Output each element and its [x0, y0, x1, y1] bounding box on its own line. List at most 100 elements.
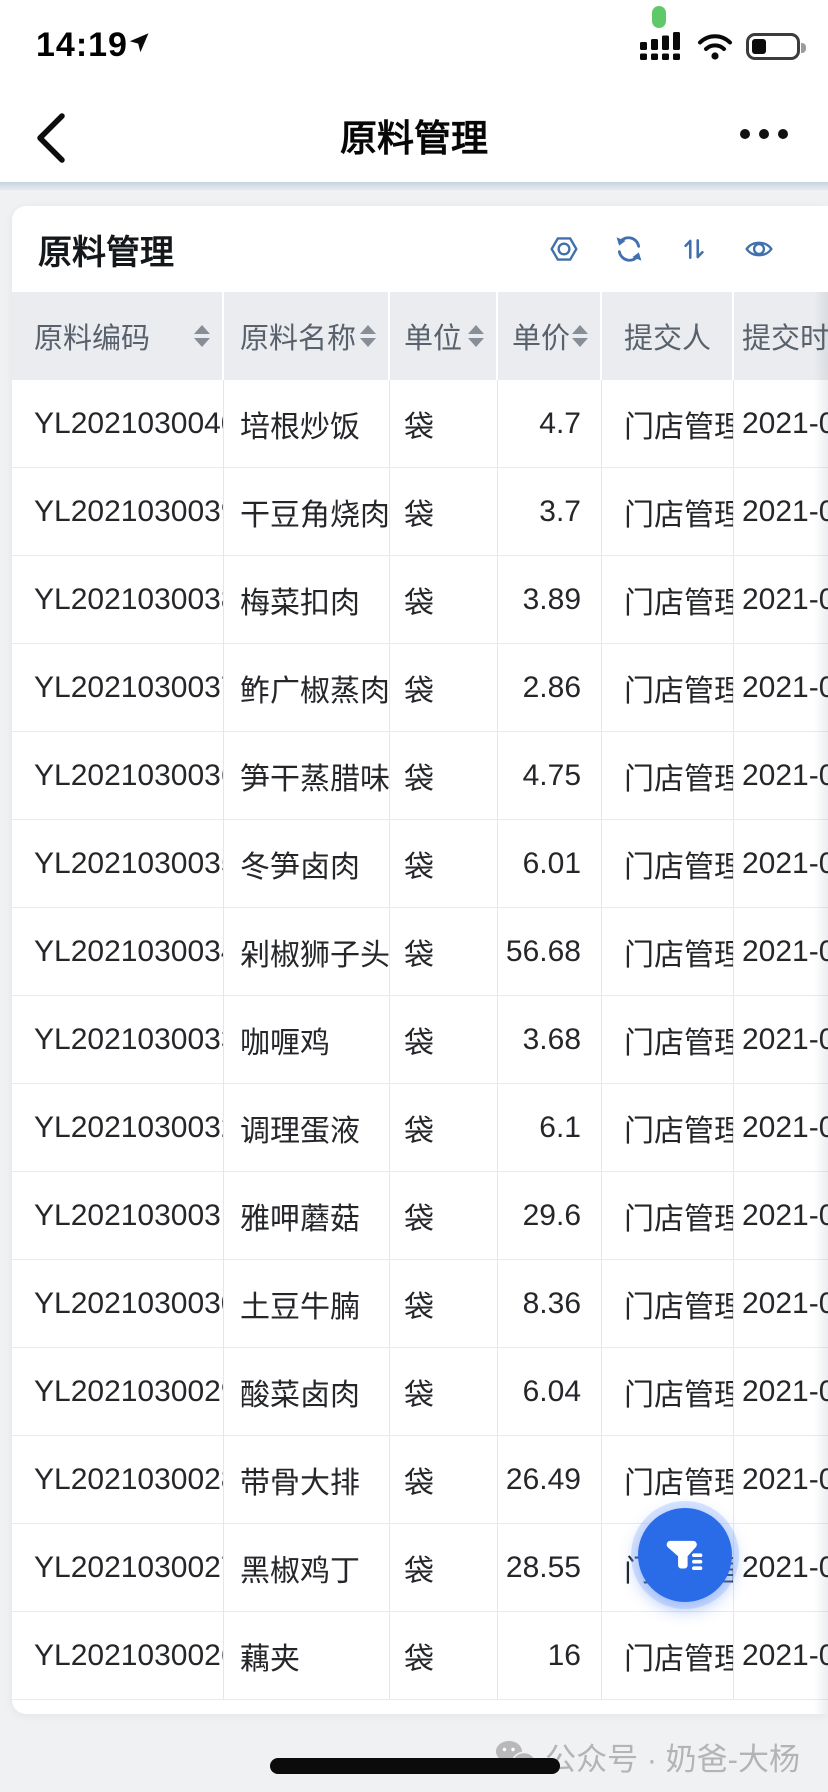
cell-unit-price: 4.7	[498, 380, 602, 467]
table-scroll-area[interactable]: 原料编码 原料名称 单位 单价 提交人 提交时间 YL2021030040	[12, 292, 828, 1714]
cell-unit-price: 3.7	[498, 468, 602, 555]
cell-unit-price: 3.68	[498, 996, 602, 1083]
column-header[interactable]: 单价	[498, 292, 602, 380]
cell-material-name: 雅呷蘑菇	[224, 1172, 390, 1259]
settings-button[interactable]	[547, 232, 581, 266]
cell-material-code: YL2021030031	[12, 1172, 224, 1259]
back-button[interactable]	[26, 106, 86, 166]
table-row[interactable]: YL2021030028 带骨大排 袋 26.49 门店管理 2021-0	[12, 1436, 828, 1524]
refresh-icon	[614, 234, 644, 264]
filter-fab-button[interactable]	[638, 1508, 732, 1602]
table-row[interactable]: YL2021030030 土豆牛腩 袋 8.36 门店管理 2021-0	[12, 1260, 828, 1348]
cell-submitter: 门店管理	[602, 380, 734, 467]
cell-submitter: 门店管理	[602, 996, 734, 1083]
cell-unit-price: 6.1	[498, 1084, 602, 1171]
cell-submitter: 门店管理	[602, 1172, 734, 1259]
cell-unit-price: 29.6	[498, 1172, 602, 1259]
material-management-card: 原料管理	[12, 206, 828, 1714]
cell-submit-time: 2021-0	[742, 1110, 828, 1144]
cell-unit: 袋	[390, 732, 498, 819]
table-row[interactable]: YL2021030039 干豆角烧肉 袋 3.7 门店管理 2021-0	[12, 468, 828, 556]
column-header[interactable]: 单位	[390, 292, 498, 380]
column-header[interactable]: 原料名称	[224, 292, 390, 380]
back-chevron-icon	[32, 112, 80, 164]
materials-table: 原料编码 原料名称 单位 单价 提交人 提交时间 YL2021030040	[12, 292, 828, 1700]
cell-material-code: YL2021030037	[12, 644, 224, 731]
visibility-button[interactable]	[742, 232, 776, 266]
cell-submit-time: 2021-0	[742, 846, 828, 880]
cell-material-code: YL2021030033	[12, 996, 224, 1083]
more-button[interactable]	[734, 112, 794, 156]
table-row[interactable]: YL2021030034 剁椒狮子头 袋 56.68 门店管理 2021-0	[12, 908, 828, 996]
sort-carets-icon	[360, 325, 376, 347]
table-row[interactable]: YL2021030035 冬笋卤肉 袋 6.01 门店管理 2021-0	[12, 820, 828, 908]
cell-unit-price: 6.04	[498, 1348, 602, 1435]
cell-material-code: YL2021030035	[12, 820, 224, 907]
filter-icon	[659, 1529, 711, 1581]
column-header-label: 提交时间	[742, 323, 828, 355]
cell-material-name: 笋干蒸腊味	[224, 732, 390, 819]
table-row[interactable]: YL2021030038 梅菜扣肉 袋 3.89 门店管理 2021-0	[12, 556, 828, 644]
column-header-label: 单位	[404, 323, 463, 355]
table-row[interactable]: YL2021030033 咖喱鸡 袋 3.68 门店管理 2021-0	[12, 996, 828, 1084]
wifi-icon	[697, 33, 733, 60]
cell-material-code: YL2021030027	[12, 1524, 224, 1611]
cell-material-name: 冬笋卤肉	[224, 820, 390, 907]
cell-unit: 袋	[390, 1612, 498, 1699]
table-row[interactable]: YL2021030026 藕夹 袋 16 门店管理 2021-0	[12, 1612, 828, 1700]
nav-divider	[0, 182, 828, 190]
cell-submit-time: 2021-0	[742, 758, 828, 792]
cell-submit-time: 2021-0	[742, 934, 828, 968]
cell-material-code: YL2021030029	[12, 1348, 224, 1435]
cell-submitter: 门店管理	[602, 468, 734, 555]
column-header-label: 原料名称	[240, 323, 357, 355]
cell-unit-price: 2.86	[498, 644, 602, 731]
cell-unit: 袋	[390, 820, 498, 907]
cell-material-name: 剁椒狮子头	[224, 908, 390, 995]
cell-material-name: 带骨大排	[224, 1436, 390, 1523]
battery-fill	[752, 38, 766, 54]
cell-unit-price: 6.01	[498, 820, 602, 907]
table-row[interactable]: YL2021030036 笋干蒸腊味 袋 4.75 门店管理 2021-0	[12, 732, 828, 820]
table-row[interactable]: YL2021030032 调理蛋液 袋 6.1 门店管理 2021-0	[12, 1084, 828, 1172]
column-header: 提交时间	[734, 292, 828, 380]
battery-cap	[801, 42, 806, 53]
cell-unit: 袋	[390, 1084, 498, 1171]
cell-material-code: YL2021030034	[12, 908, 224, 995]
cell-submit-time: 2021-0	[742, 1022, 828, 1056]
watermark: 公众号 · 奶爸-大杨	[495, 1734, 800, 1779]
cell-submitter: 门店管理	[602, 908, 734, 995]
home-indicator[interactable]	[270, 1758, 560, 1774]
table-row[interactable]: YL2021030037 鲊广椒蒸肉 袋 2.86 门店管理 2021-0	[12, 644, 828, 732]
cell-unit: 袋	[390, 556, 498, 643]
status-bar: 14:19	[0, 0, 828, 90]
sort-carets-icon	[468, 325, 484, 347]
cell-submitter: 门店管理	[602, 1084, 734, 1171]
cell-unit-price: 26.49	[498, 1436, 602, 1523]
page-title: 原料管理	[340, 118, 488, 159]
cell-submit-time: 2021-0	[742, 1286, 828, 1320]
refresh-button[interactable]	[612, 232, 646, 266]
table-row[interactable]: YL2021030029 酸菜卤肉 袋 6.04 门店管理 2021-0	[12, 1348, 828, 1436]
cell-submit-time: 2021-0	[742, 406, 828, 440]
more-dots-icon	[740, 129, 750, 139]
cell-submitter: 门店管理	[602, 820, 734, 907]
cell-unit: 袋	[390, 908, 498, 995]
cell-material-name: 土豆牛腩	[224, 1260, 390, 1347]
cell-material-code: YL2021030040	[12, 380, 224, 467]
sort-carets-icon	[194, 325, 210, 347]
table-row[interactable]: YL2021030040 培根炒饭 袋 4.7 门店管理 2021-0	[12, 380, 828, 468]
column-header[interactable]: 原料编码	[12, 292, 224, 380]
status-time: 14:19	[36, 26, 128, 64]
cell-material-name: 调理蛋液	[224, 1084, 390, 1171]
card-title: 原料管理	[38, 233, 174, 272]
table-row[interactable]: YL2021030031 雅呷蘑菇 袋 29.6 门店管理 2021-0	[12, 1172, 828, 1260]
cell-material-code: YL2021030028	[12, 1436, 224, 1523]
sort-button[interactable]	[677, 232, 711, 266]
cell-unit: 袋	[390, 468, 498, 555]
cell-unit-price: 56.68	[498, 908, 602, 995]
cell-unit-price: 4.75	[498, 732, 602, 819]
watermark-text: 公众号 · 奶爸-大杨	[545, 1742, 800, 1777]
cell-unit-price: 3.89	[498, 556, 602, 643]
